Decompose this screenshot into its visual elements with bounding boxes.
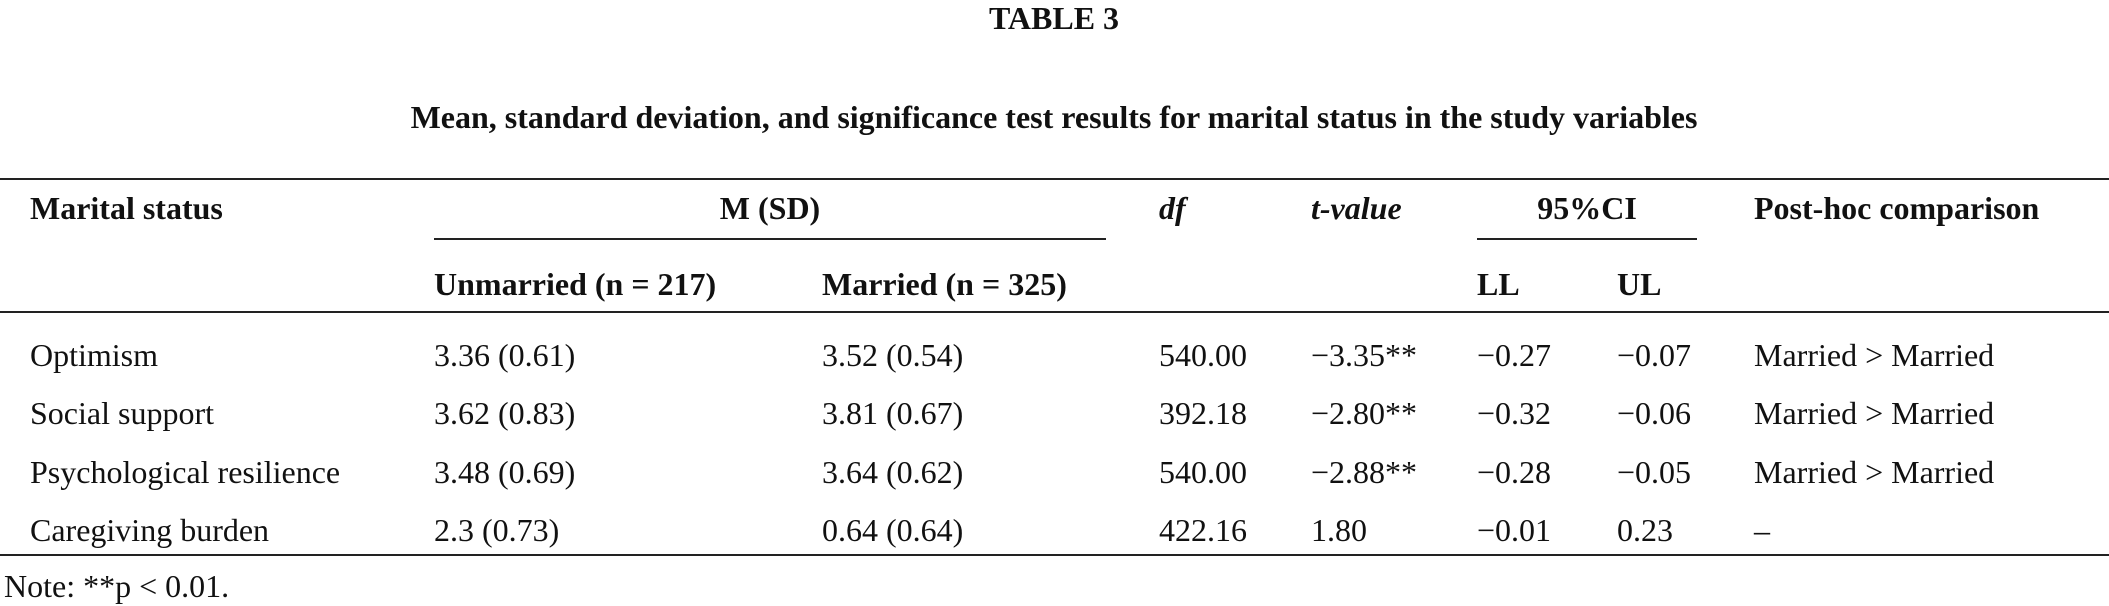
row-label: Optimism xyxy=(30,337,159,373)
header-cell: df xyxy=(1159,190,1186,226)
header-cell: LL xyxy=(1477,266,1520,302)
table-cell: 392.18 xyxy=(1159,395,1247,431)
table-cell: 540.00 xyxy=(1159,337,1247,373)
table-label: TABLE 3 xyxy=(988,0,1120,36)
table-cell: 0.64 (0.64) xyxy=(822,512,964,548)
table-note: Note: **p < 0.01. xyxy=(4,568,230,604)
table-cell: 540.00 xyxy=(1159,454,1247,490)
header-cell: Post-hoc comparison xyxy=(1754,190,2040,226)
table-cell: 3.62 (0.83) xyxy=(434,395,576,431)
table-cell: −2.80** xyxy=(1311,395,1418,431)
table-cell: −0.32 xyxy=(1477,395,1552,431)
top-rule xyxy=(0,178,2109,180)
table-cell: 3.48 (0.69) xyxy=(434,454,576,490)
table-caption: Mean, standard deviation, and significan… xyxy=(410,99,1698,135)
header-rule xyxy=(0,311,2109,313)
group-rule xyxy=(1477,238,1697,240)
table-cell: 422.16 xyxy=(1159,512,1247,548)
group-rule xyxy=(434,238,1106,240)
header-cell: t-value xyxy=(1311,190,1402,226)
header-cell: 95%CI xyxy=(1537,190,1637,226)
table-cell: −0.05 xyxy=(1617,454,1692,490)
table-cell: – xyxy=(1754,512,1770,548)
bottom-rule xyxy=(0,554,2109,556)
table-cell: 0.23 xyxy=(1617,512,1673,548)
table-cell: −0.07 xyxy=(1617,337,1692,373)
header-cell: M (SD) xyxy=(719,190,821,226)
table-cell: −2.88** xyxy=(1311,454,1418,490)
table-cell: 3.52 (0.54) xyxy=(822,337,964,373)
header-cell: UL xyxy=(1617,266,1662,302)
table-cell: 3.81 (0.67) xyxy=(822,395,964,431)
row-label: Psychological resilience xyxy=(30,454,341,490)
row-label: Caregiving burden xyxy=(30,512,270,548)
table-cell: 2.3 (0.73) xyxy=(434,512,560,548)
table-cell: 3.36 (0.61) xyxy=(434,337,576,373)
table-cell: 3.64 (0.62) xyxy=(822,454,964,490)
table-cell: −3.35** xyxy=(1311,337,1418,373)
table-cell: −0.01 xyxy=(1477,512,1552,548)
table-cell: Married > Married xyxy=(1754,454,1995,490)
table-cell: −0.28 xyxy=(1477,454,1552,490)
table-cell: Married > Married xyxy=(1754,395,1995,431)
table-cell: −0.06 xyxy=(1617,395,1692,431)
table-cell: −0.27 xyxy=(1477,337,1552,373)
table-cell: 1.80 xyxy=(1311,512,1367,548)
row-label: Social support xyxy=(30,395,214,431)
header-cell: Married (n = 325) xyxy=(822,266,1067,302)
header-cell: Unmarried (n = 217) xyxy=(434,266,717,302)
table-cell: Married > Married xyxy=(1754,337,1995,373)
header-cell: Marital status xyxy=(30,190,223,226)
